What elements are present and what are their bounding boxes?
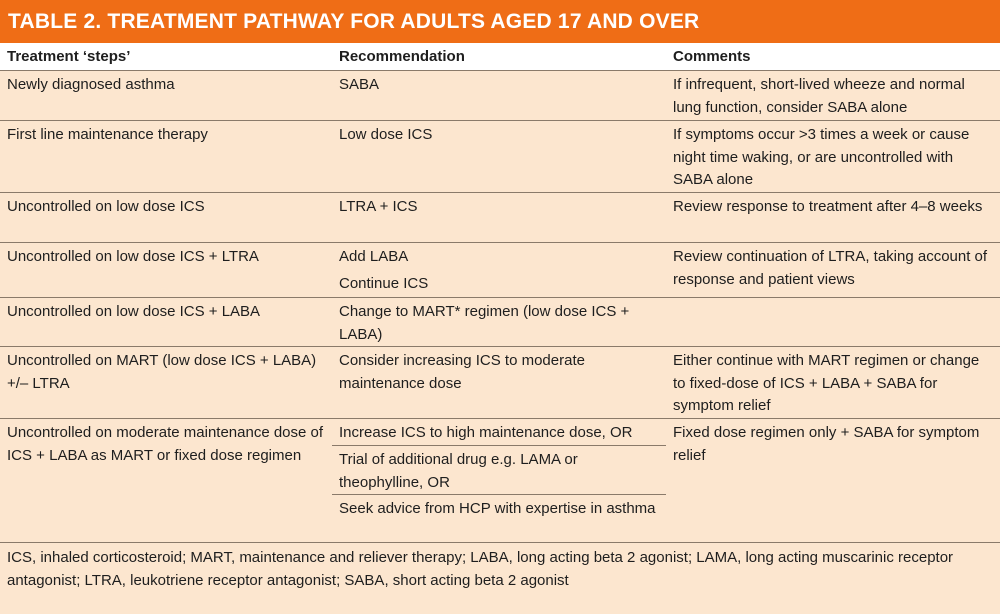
header-treatment-steps: Treatment ‘steps’ [7,48,131,65]
header-comments: Comments [673,48,751,65]
table-row: Uncontrolled on low dose ICS + LABA Chan… [0,298,1000,347]
comments-cell: Either continue with MART regimen or cha… [673,352,980,414]
recommendation-option: Trial of additional drug e.g. LAMA or th… [332,446,666,495]
comments-cell: If infrequent, short-lived wheeze and no… [673,76,965,116]
step-cell: Uncontrolled on low dose ICS + LTRA [7,248,259,265]
comments-cell: Review continuation of LTRA, taking acco… [673,248,988,288]
step-cell: First line maintenance therapy [7,126,208,143]
table-row: Uncontrolled on low dose ICS + LTRA Add … [0,243,1000,298]
step-cell: Uncontrolled on moderate maintenance dos… [7,424,324,464]
table-row: Newly diagnosed asthma SABA If infrequen… [0,71,1000,121]
recommendation-line: Continue ICS [339,274,429,292]
recommendation-cell: Change to MART* regimen (low dose ICS + … [339,303,630,343]
comments-cell: If symptoms occur >3 times a week or cau… [673,126,970,188]
step-cell: Uncontrolled on MART (low dose ICS + LAB… [7,352,317,392]
recommendation-cell: Consider increasing ICS to moderate main… [339,352,585,392]
table-header-row: Treatment ‘steps’ Recommendation Comment… [0,43,1000,71]
step-cell: Uncontrolled on low dose ICS [7,198,205,215]
table-row: Uncontrolled on low dose ICS LTRA + ICS … [0,193,1000,243]
table-row: Uncontrolled on MART (low dose ICS + LAB… [0,347,1000,419]
recommendation-cell: Add LABA Continue ICS [332,243,666,297]
table-row: Uncontrolled on moderate maintenance dos… [0,419,1000,543]
header-recommendation: Recommendation [339,48,465,65]
table-footnote: ICS, inhaled corticosteroid; MART, maint… [7,549,954,589]
comments-cell: Review response to treatment after 4–8 w… [673,198,983,215]
recommendation-line: Add LABA [339,248,409,265]
recommendation-option: Increase ICS to high maintenance dose, O… [332,419,666,446]
step-cell: Uncontrolled on low dose ICS + LABA [7,303,261,320]
recommendation-cell: LTRA + ICS [339,198,418,215]
comments-cell: Fixed dose regimen only + SABA for sympt… [673,424,980,464]
recommendation-option: Seek advice from HCP with expertise in a… [339,500,656,517]
recommendation-cell: SABA [339,76,380,93]
recommendation-cell: Low dose ICS [339,126,433,143]
table-title: TABLE 2. TREATMENT PATHWAY FOR ADULTS AG… [0,0,1000,43]
comments-cell [666,298,1000,346]
table-row: First line maintenance therapy Low dose … [0,121,1000,193]
step-cell: Newly diagnosed asthma [7,76,175,93]
recommendation-cell: Increase ICS to high maintenance dose, O… [332,419,666,542]
